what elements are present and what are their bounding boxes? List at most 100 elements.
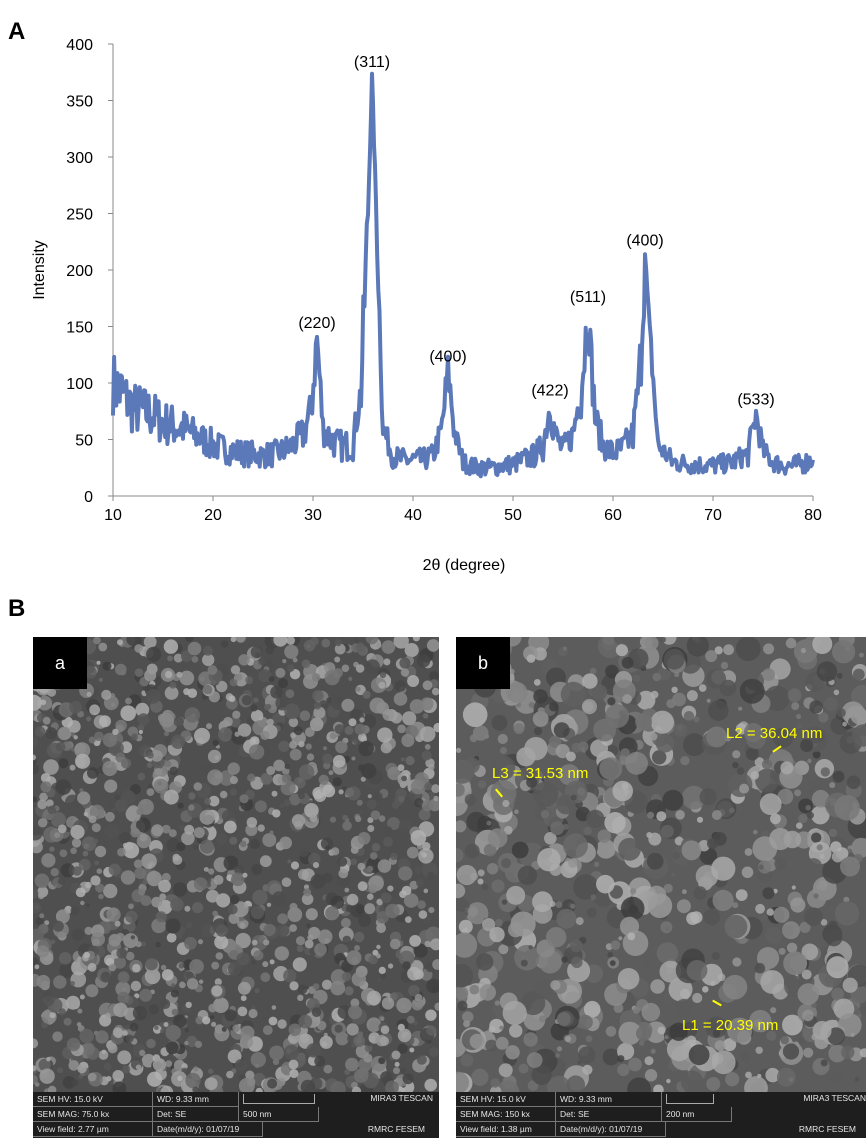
sem-particle bbox=[834, 901, 860, 926]
sem-particle bbox=[394, 680, 407, 692]
sem-particle bbox=[385, 903, 400, 919]
sem-particle bbox=[147, 784, 152, 789]
sem-particle bbox=[114, 794, 121, 801]
sem-particle bbox=[520, 959, 528, 967]
sem-particle bbox=[618, 1021, 639, 1042]
sem-particle bbox=[235, 637, 246, 643]
sem-particle bbox=[743, 723, 763, 742]
sem-particle bbox=[558, 764, 580, 786]
sem-det: Det: SE bbox=[556, 1107, 662, 1122]
sem-particle bbox=[172, 967, 180, 976]
sem-particle bbox=[249, 838, 261, 850]
sem-particle bbox=[806, 888, 827, 909]
sem-particle bbox=[43, 995, 55, 1007]
sem-particle bbox=[85, 984, 99, 998]
sem-particle bbox=[125, 1034, 134, 1043]
sem-particle bbox=[325, 845, 330, 850]
sem-particle bbox=[422, 713, 429, 719]
sem-particle bbox=[80, 900, 85, 906]
sem-particle bbox=[644, 1069, 658, 1082]
sem-particle bbox=[355, 816, 362, 823]
scale-ruler bbox=[666, 1094, 714, 1104]
sem-particle bbox=[335, 740, 348, 754]
sem-particle bbox=[70, 847, 77, 855]
sem-particle bbox=[755, 768, 779, 793]
sem-particle bbox=[116, 947, 128, 959]
x-tick-label: 10 bbox=[104, 507, 122, 524]
sem-particle bbox=[262, 961, 269, 968]
sem-particle bbox=[306, 923, 311, 928]
sem-particle bbox=[617, 1055, 625, 1063]
sem-particle bbox=[383, 826, 393, 835]
sem-particle bbox=[423, 888, 429, 894]
sem-particle bbox=[83, 951, 90, 959]
sem-particle bbox=[215, 924, 229, 937]
sem-particle bbox=[312, 862, 320, 869]
sem-particle bbox=[78, 1074, 83, 1079]
sem-particle bbox=[170, 734, 185, 749]
sem-particle bbox=[456, 747, 462, 753]
sem-particle bbox=[153, 875, 161, 883]
sem-particle bbox=[287, 907, 303, 922]
sem-particle bbox=[568, 858, 578, 868]
sem-particle bbox=[123, 933, 139, 949]
sem-particle bbox=[262, 1025, 273, 1035]
sem-particle bbox=[306, 753, 315, 761]
sem-particle bbox=[714, 646, 723, 655]
sem-particle bbox=[70, 981, 76, 986]
sem-particle bbox=[664, 1035, 669, 1040]
sem-particle bbox=[749, 1009, 772, 1033]
sem-particle bbox=[348, 676, 353, 681]
sem-particle bbox=[369, 852, 378, 860]
sem-particle bbox=[462, 702, 488, 727]
sem-particle bbox=[843, 896, 850, 903]
sem-particle bbox=[34, 873, 50, 889]
sem-particle bbox=[826, 956, 849, 979]
sem-particle bbox=[350, 846, 359, 854]
sem-particle bbox=[116, 932, 125, 942]
sem-particle bbox=[344, 1069, 351, 1075]
sem-particle bbox=[39, 792, 48, 802]
sem-particle bbox=[314, 1055, 326, 1067]
sem-particle bbox=[832, 770, 845, 783]
sem-particle bbox=[670, 872, 676, 877]
sem-particle bbox=[33, 957, 39, 967]
sem-mag: SEM MAG: 75.0 kx bbox=[33, 1107, 153, 1122]
sem-particle bbox=[251, 1005, 256, 1010]
sem-particle bbox=[672, 692, 686, 707]
sem-particle bbox=[462, 1011, 474, 1023]
sem-particle bbox=[351, 971, 366, 987]
sem-particle bbox=[502, 799, 510, 808]
sem-particle bbox=[641, 1002, 661, 1022]
sem-particle bbox=[381, 640, 396, 654]
sem-particle bbox=[358, 914, 371, 927]
sem-particle bbox=[91, 823, 101, 833]
sem-particle bbox=[413, 943, 428, 958]
sem-particle bbox=[650, 710, 674, 734]
sem-particle bbox=[378, 815, 386, 822]
sem-particle bbox=[744, 848, 753, 856]
sem-particle bbox=[82, 850, 89, 857]
sem-particle bbox=[165, 1024, 181, 1041]
sem-particle bbox=[250, 1052, 266, 1068]
sem-particle bbox=[798, 798, 813, 814]
sem-particle bbox=[84, 665, 97, 679]
sem-particle bbox=[456, 963, 474, 988]
sem-particle bbox=[722, 974, 748, 1000]
sem-particle bbox=[797, 983, 820, 1005]
sem-particle bbox=[859, 1048, 866, 1058]
sem-particle bbox=[425, 1009, 437, 1021]
sem-particle bbox=[851, 724, 866, 747]
sem-particle bbox=[820, 767, 830, 777]
panel-b-letter: B bbox=[8, 595, 26, 622]
panel-a-letter: A bbox=[8, 18, 26, 45]
sem-particle bbox=[323, 746, 327, 751]
sem-particle bbox=[699, 788, 717, 806]
sem-particle bbox=[58, 1008, 66, 1016]
sem-particle bbox=[393, 637, 409, 649]
sem-particle bbox=[160, 1028, 165, 1034]
sem-particle bbox=[406, 846, 419, 859]
sem-particle bbox=[112, 1027, 124, 1038]
sem-particle bbox=[820, 1059, 828, 1067]
sem-particle bbox=[135, 702, 150, 717]
